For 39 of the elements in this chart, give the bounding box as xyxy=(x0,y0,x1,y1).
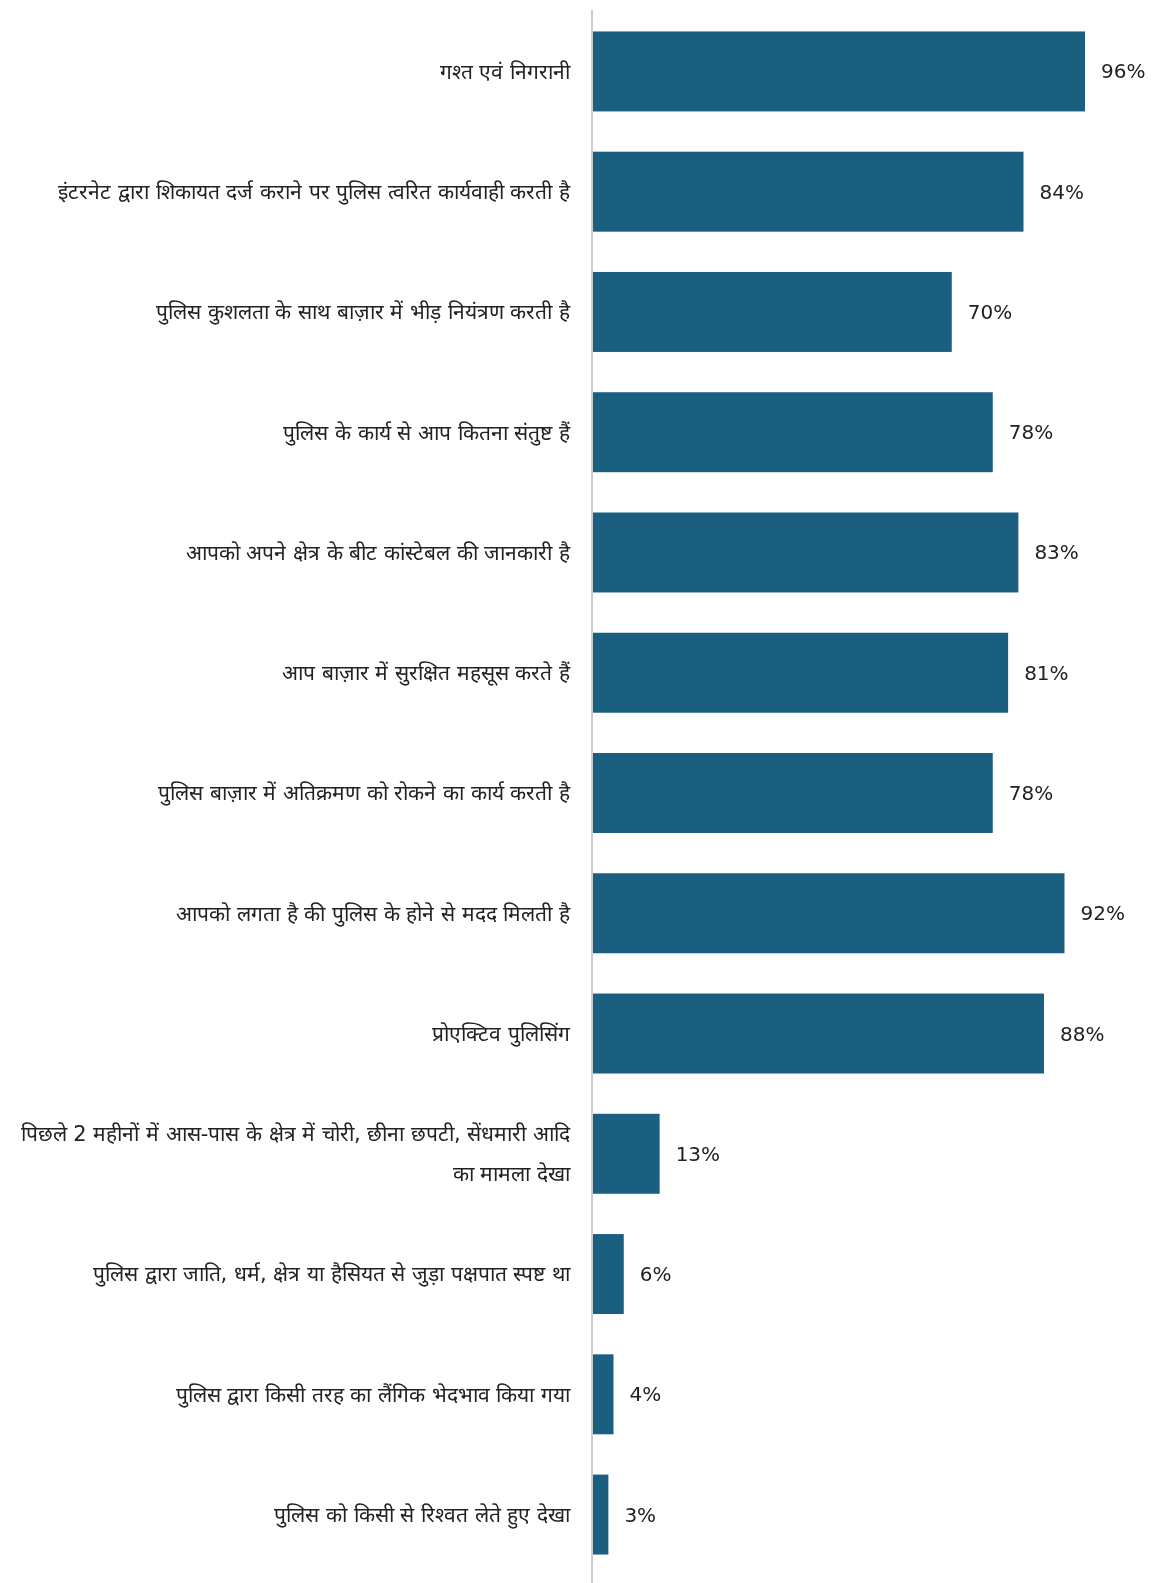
y-tick-label: आपको लगता है की पुलिस के होने से मदद मिलती है xyxy=(176,901,571,927)
data-label: 88% xyxy=(1060,1021,1105,1046)
bar xyxy=(593,993,1044,1074)
y-tick-label: इंटरनेट द्वारा शिकायत दर्ज कराने पर पुलिस त्वरित कार्यवाही करती है xyxy=(58,180,571,206)
bar xyxy=(593,1354,614,1435)
data-label: 81% xyxy=(1024,660,1069,685)
bar xyxy=(593,151,1024,232)
bar xyxy=(593,753,993,833)
bar xyxy=(593,873,1065,954)
data-label: 83% xyxy=(1034,540,1079,565)
y-tick-label: पुलिस को किसी से रिश्वत लेते हुए देखा xyxy=(274,1502,571,1529)
y-tick-label: पुलिस कुशलता के साथ बाज़ार में भीड़ नियंत्रण करती है xyxy=(155,300,571,326)
y-tick-label: पिछले 2 महीनों में आस-पास के क्षेत्र में चोरी, छीना छपटी, सेंधमारी आदि का मामला देखा xyxy=(20,1122,571,1187)
y-tick-label: पुलिस बाज़ार में अतिक्रमण को रोकने का कार्य करती है xyxy=(157,781,571,807)
bar xyxy=(593,632,1009,713)
bar xyxy=(593,1474,609,1555)
y-tick-label: आपको अपने क्षेत्र के बीट कांस्टेबल की जानकारी है xyxy=(185,540,571,565)
bar xyxy=(593,1113,660,1194)
y-tick-label: प्रोएक्टिव पुलिसिंग xyxy=(432,1021,571,1047)
bar xyxy=(593,392,993,473)
data-label: 70% xyxy=(967,299,1013,324)
data-label: 78% xyxy=(1008,420,1054,445)
data-label: 84% xyxy=(1039,179,1084,204)
data-label: 4% xyxy=(629,1382,662,1407)
bar xyxy=(593,1234,624,1315)
bar xyxy=(593,271,952,352)
y-tick-label: गश्त एवं निगरानी xyxy=(439,59,571,84)
data-label: 13% xyxy=(675,1141,721,1166)
y-tick-label: पुलिस के कार्य से आप कितना संतुष्ट हैं xyxy=(283,420,571,446)
data-label: 3% xyxy=(624,1502,657,1527)
bar xyxy=(593,31,1085,112)
bar xyxy=(593,512,1019,593)
data-label: 92% xyxy=(1080,901,1125,926)
y-tick-label: आप बाज़ार में सुरक्षित महसूस करते हैं xyxy=(281,661,571,687)
data-label: 78% xyxy=(1008,781,1054,805)
data-label: 96% xyxy=(1101,59,1146,84)
y-tick-label: पुलिस द्वारा किसी तरह का लैंगिक भेदभाव किया गया xyxy=(175,1382,571,1408)
y-tick-label: पुलिस द्वारा जाति, धर्म, क्षेत्र या हैसियत से जुड़ा पक्षपात स्पष्ट था xyxy=(93,1262,571,1288)
data-label: 6% xyxy=(639,1262,672,1287)
